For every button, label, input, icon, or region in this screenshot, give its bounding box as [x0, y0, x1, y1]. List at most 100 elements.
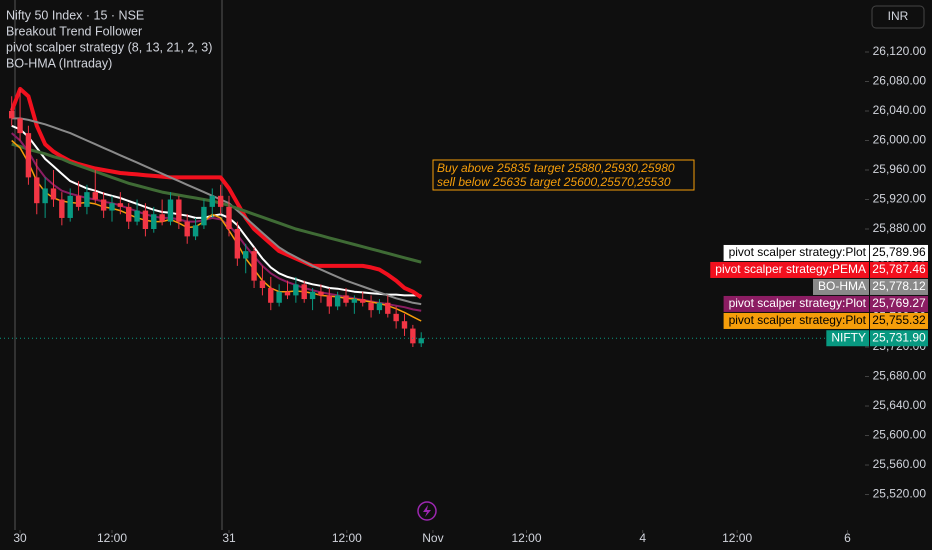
indicator-line [11, 117, 422, 306]
price-label-box [870, 330, 928, 347]
candle-body [243, 251, 249, 259]
candle-body [293, 284, 299, 296]
x-tick-label: 12:00 [512, 531, 542, 545]
indicator-line [9, 86, 423, 299]
event-icon[interactable] [417, 501, 437, 521]
price-label-box [870, 244, 928, 261]
y-tick-label: 25,560.00 [873, 457, 927, 471]
candle-body [9, 111, 15, 119]
candle-body [17, 118, 23, 134]
candle-body [301, 284, 307, 300]
annotation: sell below 25635 target 25600,25570,2553… [437, 175, 671, 189]
candle-body [167, 199, 174, 222]
series-name-box [710, 261, 869, 278]
plot-area [0, 86, 865, 348]
x-tick-label: 6 [844, 531, 851, 545]
x-tick-label: 12:00 [332, 531, 362, 545]
series-name-label: pivot scalper strategy:PEMA [715, 262, 866, 276]
candle-body [376, 302, 383, 311]
annotation: Buy above 25835 target 25880,25930,25980 [437, 161, 675, 175]
candle-body [192, 225, 199, 237]
candle-body [360, 299, 366, 303]
candle-body [268, 288, 274, 303]
candle-body [126, 206, 132, 222]
candle-body [42, 188, 48, 204]
y-tick-label: 26,040.00 [873, 103, 927, 117]
y-tick-label: 25,680.00 [873, 369, 927, 383]
candle-body [84, 192, 90, 207]
candle-body [393, 313, 399, 322]
y-tick-label: 25,920.00 [873, 192, 927, 206]
candle-body [318, 291, 324, 296]
candle-body [276, 291, 282, 303]
event-icon-bolt [423, 505, 431, 517]
y-tick-label: 26,120.00 [873, 44, 927, 58]
price-label: 25,731.90 [872, 330, 926, 344]
candle-body [226, 206, 232, 230]
annotation-box [432, 159, 695, 191]
price-label-box [870, 278, 928, 295]
x-tick-label: 12:00 [722, 531, 752, 545]
candle-body [217, 195, 224, 207]
series-name-box [723, 312, 869, 329]
candle-body [309, 291, 316, 300]
candle-body [100, 199, 107, 211]
candle-body [410, 328, 416, 344]
y-tick-label: 25,640.00 [873, 398, 927, 412]
currency-label[interactable]: INR [888, 9, 909, 23]
series-name-box [826, 330, 869, 347]
candle-body [159, 214, 165, 222]
candle-body [201, 206, 207, 226]
candle-body [401, 321, 408, 329]
candle-body [343, 295, 349, 303]
y-tick-label: 25,520.00 [873, 487, 927, 501]
indicator-name: pivot scalper strategy (8, 13, 21, 2, 3) [6, 40, 212, 54]
candle-body [368, 302, 374, 311]
price-label: 25,769.27 [872, 296, 926, 310]
y-tick-label: 25,880.00 [873, 221, 927, 235]
x-tick-label: Nov [422, 531, 443, 545]
x-tick-label: 31 [222, 531, 236, 545]
candle-body [326, 295, 332, 307]
candle-body [25, 133, 32, 178]
candle-body [259, 280, 266, 289]
candle-body [134, 210, 140, 222]
candle-body [351, 299, 358, 303]
series-name-box [723, 295, 869, 312]
candle-body [67, 195, 73, 218]
candle-body [151, 214, 157, 230]
candle-body [334, 295, 341, 307]
candle-body [209, 195, 215, 207]
currency-button[interactable] [871, 5, 925, 29]
candle-body [176, 199, 182, 222]
price-label: 25,787.46 [872, 262, 926, 276]
series-name-label: pivot scalper strategy:Plot [729, 296, 867, 310]
series-name-label: pivot scalper strategy:Plot [729, 245, 867, 259]
candle-body [117, 203, 124, 207]
price-label: 25,778.12 [872, 279, 926, 293]
series-name-label: pivot scalper strategy:Plot [729, 313, 867, 327]
candle-body [92, 192, 98, 200]
candle-body [50, 188, 57, 200]
candle-body [34, 177, 40, 204]
indicator-line [11, 142, 422, 264]
indicator-name: Breakout Trend Follower [6, 24, 142, 38]
y-tick-label: 26,000.00 [873, 133, 927, 147]
y-tick-label: 26,080.00 [873, 74, 927, 88]
indicator-name: BO-HMA (Intraday) [6, 56, 112, 70]
candle-body [418, 338, 424, 344]
price-label: 25,789.96 [872, 245, 926, 259]
indicator-line [11, 124, 422, 297]
candle-body [251, 251, 257, 281]
price-label-box [870, 312, 928, 329]
y-tick-label: 25,600.00 [873, 428, 927, 442]
candle-body [284, 291, 291, 296]
chart-title: Nifty 50 Index · 15 · NSE [6, 8, 144, 22]
x-tick-label: 12:00 [97, 531, 127, 545]
x-tick-label: 4 [639, 531, 646, 545]
series-name-label: NIFTY [831, 330, 866, 344]
candle-body [234, 229, 241, 259]
candle-body [109, 203, 115, 211]
price-label-box [870, 261, 928, 278]
